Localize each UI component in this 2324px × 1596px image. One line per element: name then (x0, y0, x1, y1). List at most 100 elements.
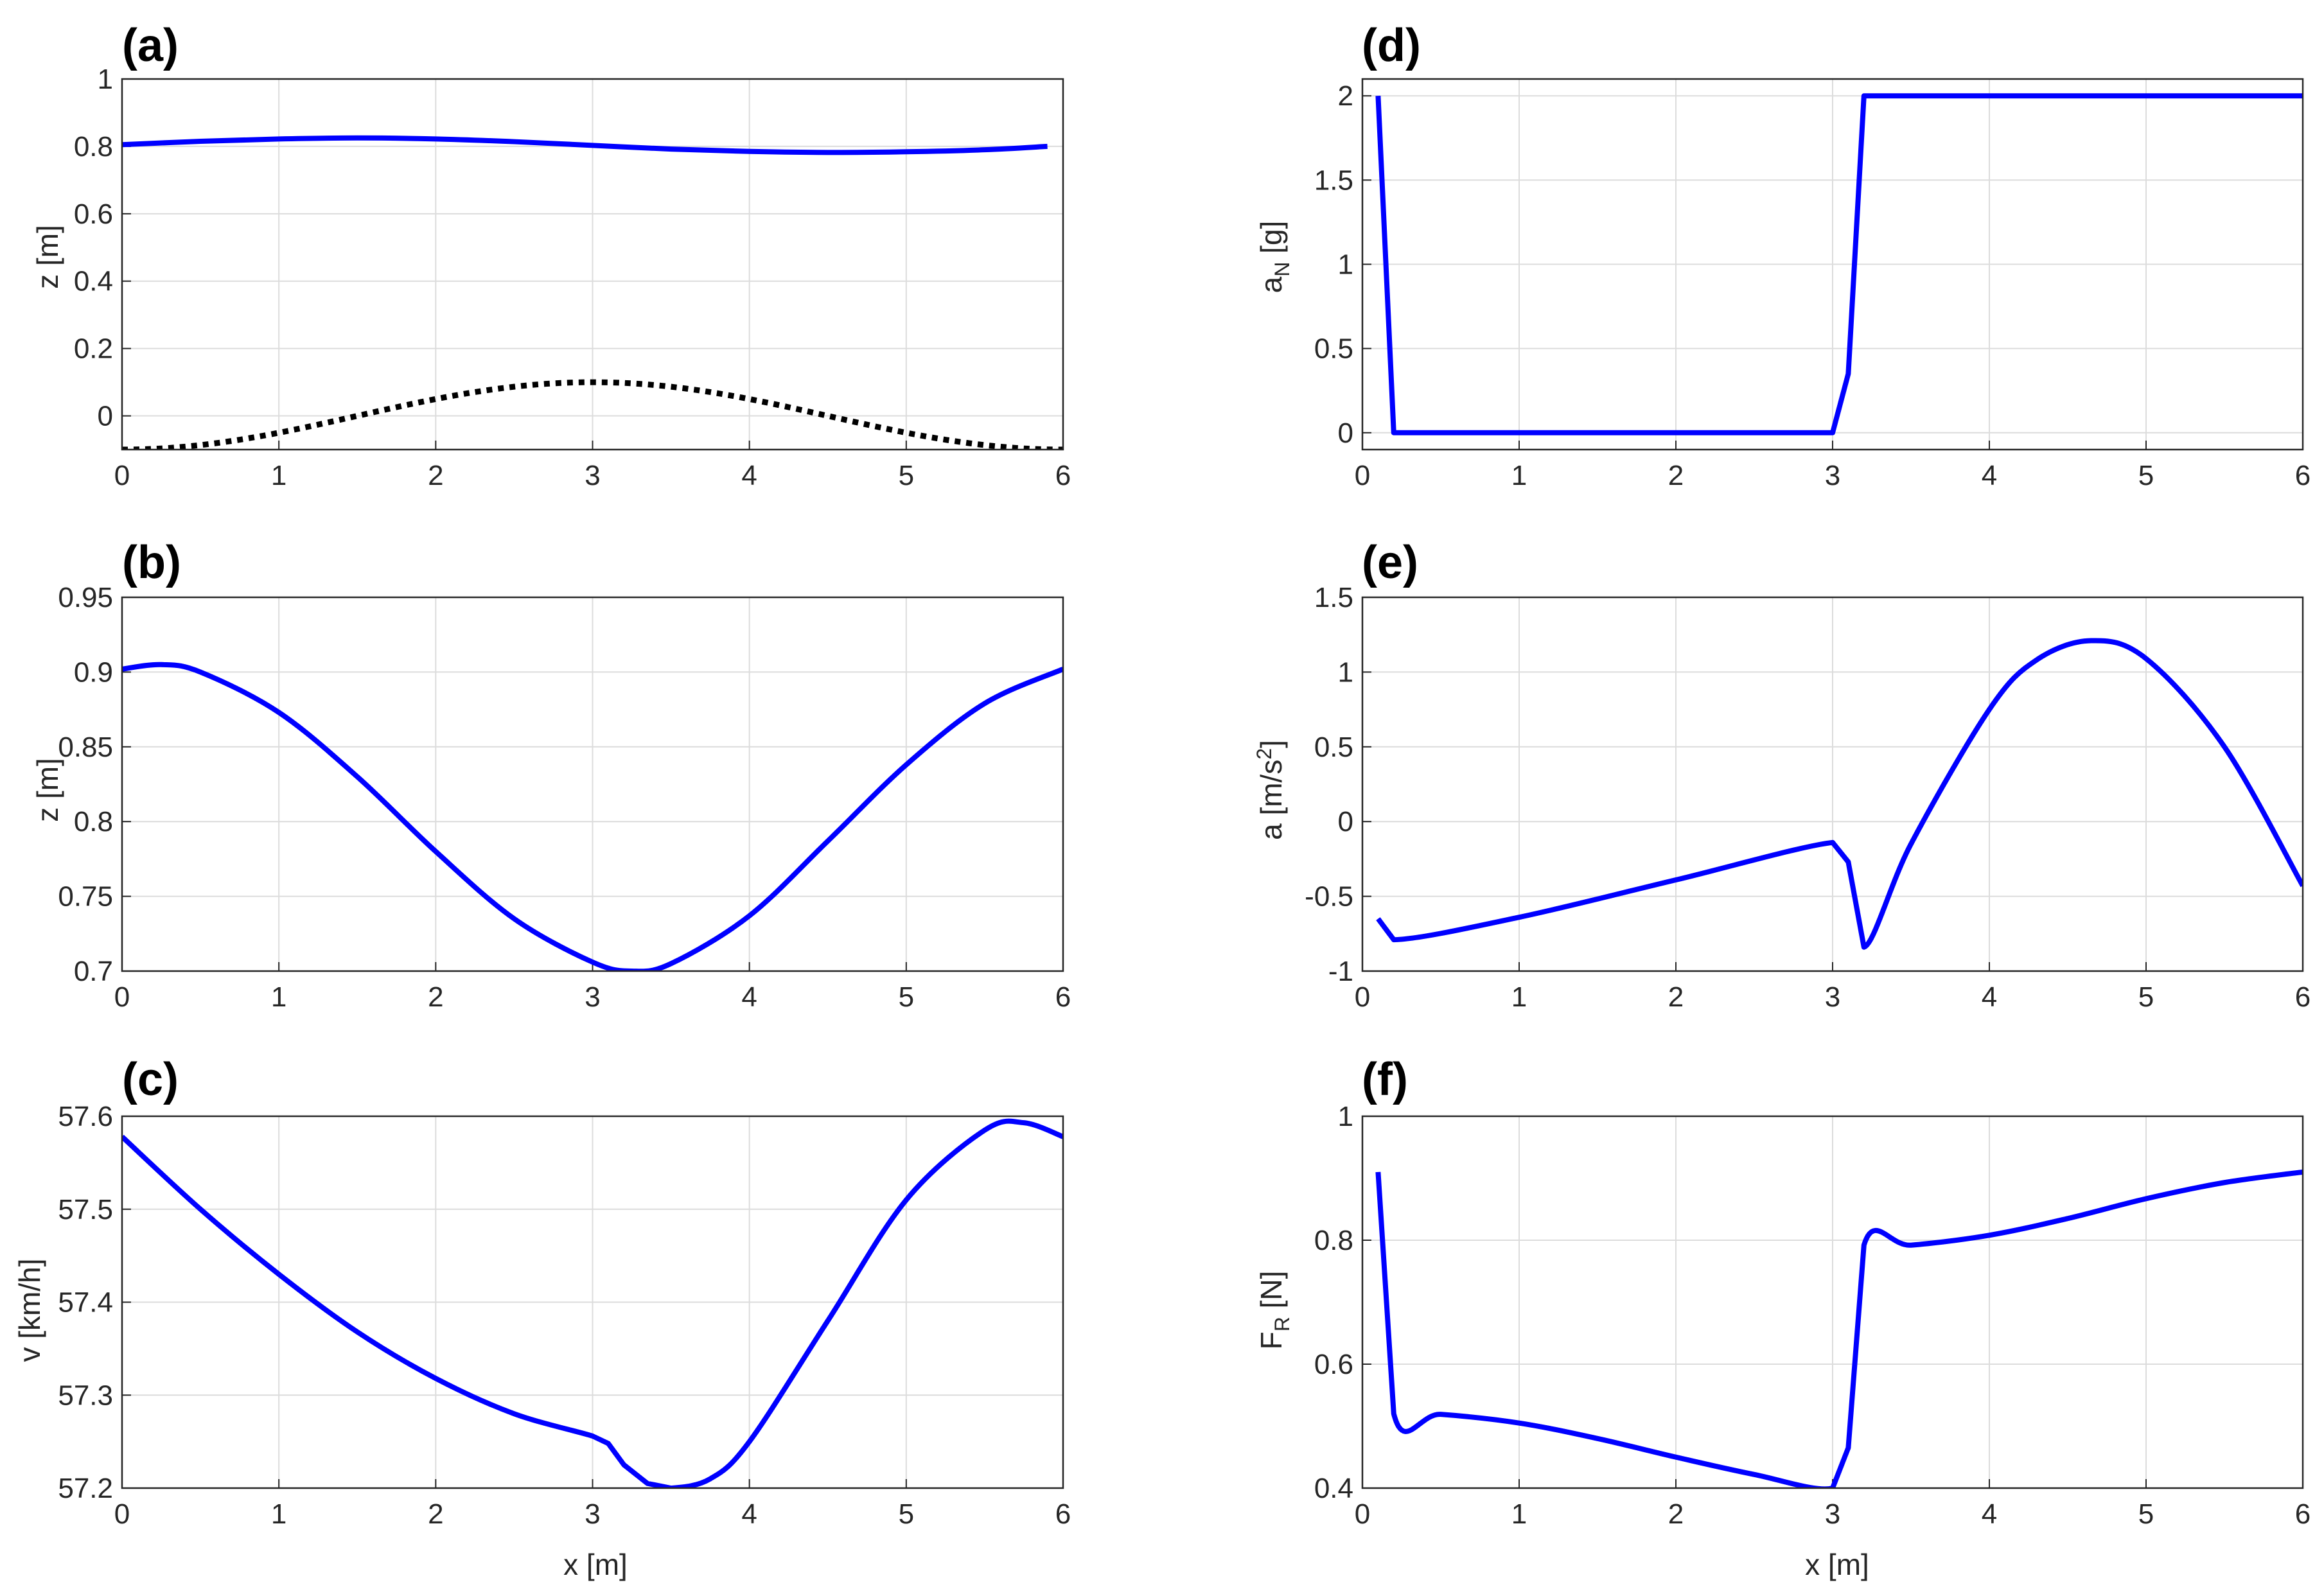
panel-e: (e) a [m/s2] 0 1 2 3 4 5 6 -1 -0.5 0 0.5 1 1.5 (1253, 537, 2311, 1013)
y-axis-label: z [m] (31, 225, 64, 289)
series-line-aN (1375, 93, 2303, 435)
y-tick-label: 1.5 (1314, 164, 1353, 196)
x-tick-label: 1 (1511, 1498, 1527, 1530)
x-tick-label: 4 (741, 981, 757, 1013)
y-axis-label: a [m/s2] (1253, 740, 1288, 840)
y-tick-label: 0.5 (1314, 333, 1353, 365)
x-tick-label: 4 (1982, 981, 1997, 1013)
x-tick-label: 3 (1825, 460, 1840, 491)
panel-label: (e) (1362, 537, 1418, 588)
x-tick-label: 6 (1055, 460, 1071, 491)
y-tick-label: 0.5 (1314, 732, 1353, 763)
x-tick-label: 6 (2295, 460, 2311, 491)
x-axis-label: x [m] (563, 1548, 628, 1581)
plot-frame (121, 1115, 1064, 1489)
panel-f: (f) FR [N] x [m] 0 1 2 3 4 5 6 0.4 0.6 0.8 1 (1254, 1054, 2311, 1581)
x-tick-label: 0 (114, 460, 130, 491)
series-line-track (122, 379, 1063, 450)
y-tick-label: 0.6 (1314, 1349, 1353, 1380)
y-tick-label: 0.95 (58, 582, 113, 613)
y-tick-label: 1 (1338, 656, 1353, 688)
panel-label: (d) (1362, 20, 1421, 71)
y-tick-label: 57.6 (58, 1101, 113, 1132)
y-tick-label: 1 (1338, 1101, 1353, 1132)
panel-d: (d) aN [g] 0 1 2 3 4 5 6 0 0.5 1 1.5 2 (1254, 20, 2311, 491)
y-tick-label: 1 (98, 64, 113, 95)
y-tick-label: 0.8 (74, 131, 113, 162)
x-tick-label: 1 (271, 460, 286, 491)
panel-label: (b) (122, 537, 181, 588)
y-axis-label: v [km/h] (13, 1258, 46, 1362)
x-tick-label: 0 (1355, 981, 1370, 1013)
panel-a: (a) z [m] 0 1 2 3 4 5 6 0 0.2 0.4 0.6 0.8 1 (31, 20, 1071, 491)
x-tick-label: 2 (1668, 1498, 1684, 1530)
x-tick-label: 3 (1825, 981, 1840, 1013)
x-tick-label: 5 (899, 460, 914, 491)
y-tick-label: 0.4 (1314, 1473, 1353, 1504)
y-tick-label: 0.75 (58, 881, 113, 913)
y-tick-label: 0.8 (1314, 1225, 1353, 1256)
y-tick-label: 0 (98, 401, 113, 432)
y-tick-label: 0.9 (74, 656, 113, 688)
x-tick-label: 2 (428, 981, 443, 1013)
y-tick-label: 0.6 (74, 198, 113, 230)
y-tick-label: 57.2 (58, 1473, 113, 1504)
y-tick-label: -1 (1328, 956, 1353, 987)
x-tick-label: 5 (899, 981, 914, 1013)
x-tick-label: 2 (1668, 981, 1684, 1013)
plot-frame (1361, 596, 2304, 972)
x-tick-label: 0 (114, 1498, 130, 1530)
x-tick-label: 6 (2295, 1498, 2311, 1530)
x-tick-label: 6 (1055, 1498, 1071, 1530)
x-tick-label: 1 (271, 1498, 286, 1530)
series-line-vehicle (122, 135, 1048, 155)
y-tick-label: 0.85 (58, 732, 113, 763)
x-tick-label: 1 (1511, 981, 1527, 1013)
x-tick-label: 3 (1825, 1498, 1840, 1530)
x-tick-label: 5 (899, 1498, 914, 1530)
y-tick-label: 0.4 (74, 266, 113, 297)
x-tick-label: 2 (1668, 460, 1684, 491)
y-axis-label: aN [g] (1254, 221, 1294, 294)
x-tick-label: 5 (2138, 981, 2154, 1013)
panel-c: (c) v [km/h] x [m] 0 1 2 3 4 5 6 57.2 57.3 57.4 57… (13, 1054, 1071, 1581)
panel-b: (b) z [m] 0 1 2 3 4 5 6 0.7 0.75 0.8 0.85 0.9 0.95 (31, 537, 1071, 1013)
x-tick-label: 2 (428, 460, 443, 491)
x-tick-label: 1 (1511, 460, 1527, 491)
y-tick-label: 57.4 (58, 1287, 113, 1319)
x-tick-label: 4 (1982, 1498, 1997, 1530)
y-tick-label: 0.7 (74, 956, 113, 987)
plot-frame (1361, 78, 2304, 451)
y-axis-label: FR [N] (1254, 1271, 1294, 1350)
x-tick-label: 0 (1355, 460, 1370, 491)
x-tick-label: 3 (585, 1498, 600, 1530)
x-tick-label: 0 (114, 981, 130, 1013)
series-line-a (1376, 638, 2303, 950)
series-line-FR (1375, 1169, 2303, 1488)
y-tick-label: 57.5 (58, 1194, 113, 1225)
y-tick-label: 57.3 (58, 1380, 113, 1411)
y-tick-label: 0.2 (74, 333, 113, 365)
series-line-z (122, 662, 1063, 971)
x-tick-label: 6 (2295, 981, 2311, 1013)
plot-frame (121, 596, 1064, 972)
plot-frame (121, 78, 1064, 451)
x-tick-label: 1 (271, 981, 286, 1013)
x-tick-label: 5 (2138, 1498, 2154, 1530)
x-tick-label: 0 (1355, 1498, 1370, 1530)
y-tick-label: 0 (1338, 417, 1353, 449)
x-tick-label: 4 (1982, 460, 1997, 491)
x-tick-label: 4 (741, 1498, 757, 1530)
x-tick-label: 2 (428, 1498, 443, 1530)
x-axis-label: x [m] (1805, 1548, 1869, 1581)
panel-label: (f) (1362, 1054, 1408, 1105)
y-tick-label: -0.5 (1305, 881, 1353, 913)
y-tick-label: 2 (1338, 80, 1353, 112)
y-tick-label: 0 (1338, 806, 1353, 837)
x-tick-label: 6 (1055, 981, 1071, 1013)
panel-label: (c) (122, 1054, 179, 1105)
x-tick-label: 3 (585, 981, 600, 1013)
y-tick-label: 0.8 (74, 806, 113, 837)
